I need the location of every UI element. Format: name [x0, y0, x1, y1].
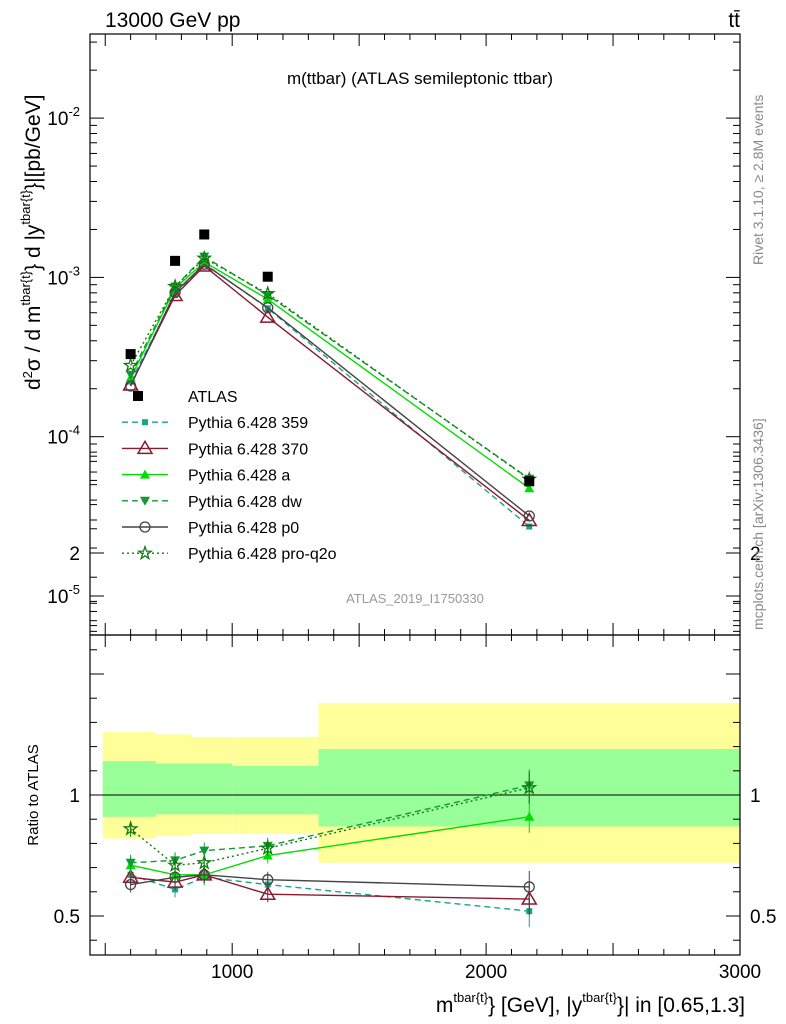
band-green	[191, 763, 233, 815]
band-green	[102, 761, 157, 817]
series-pythia-6-428-pro-q2o	[122, 249, 538, 487]
marker-star	[521, 779, 538, 795]
marker-star	[196, 249, 213, 266]
ratio-y-tick-label: 2	[69, 544, 80, 565]
y-tick-label: 10-2	[47, 104, 80, 130]
ratio-line	[130, 874, 530, 888]
series-pythia-6-428-370	[122, 257, 538, 527]
legend-label: Pythia 6.428 a	[188, 468, 290, 485]
marker-triangle-open	[259, 308, 277, 323]
marker-triangle-open	[136, 439, 154, 455]
ratio-series-pythia-6-428-p0	[124, 866, 535, 903]
series-pythia-6-428-p0	[124, 258, 535, 522]
marker-star	[259, 285, 276, 301]
mcplots-label: mcplots.cern.ch [arXiv:1306.3436]	[750, 418, 766, 630]
atlas-data-point	[199, 229, 210, 240]
x-tick-label: 1000	[211, 962, 253, 983]
marker-circle	[169, 286, 181, 299]
ratio-y-tick-label: 1	[69, 786, 80, 807]
legend-label-atlas: ATLAS	[188, 389, 238, 406]
marker-triangle	[524, 811, 535, 821]
legend-marker-atlas	[133, 391, 143, 401]
ratio-y-tick-label-right: 1	[750, 786, 761, 807]
header-right: tt̄	[728, 9, 740, 32]
marker-triangle-open	[122, 376, 139, 391]
series-line	[129, 263, 530, 517]
marker-star	[196, 854, 213, 870]
x-tick-label: 3000	[719, 962, 761, 983]
ratio-y-tick-label-right: 2	[750, 544, 761, 565]
header-left: 13000 GeV pp	[105, 9, 240, 32]
marker-triangle-open	[520, 890, 538, 905]
x-tick-label: 2000	[465, 962, 507, 983]
marker-triangle-down	[140, 496, 150, 506]
ratio-ylabel: Ratio to ATLAS	[25, 744, 42, 845]
x-axis-label: mtbar{t}} [GeV], |ytbar{t}}| in [0.65,1.…	[436, 990, 745, 1017]
band-green	[156, 763, 192, 815]
marker-circle	[198, 258, 210, 270]
y-tick-label: 10-4	[47, 423, 80, 449]
marker-star	[136, 544, 154, 561]
axis-ticks: 1000 2000 3000 10-5 10-4 10-3 10-2 0.5 0.5 1 1 2 2	[47, 34, 776, 983]
marker-triangle	[524, 483, 535, 493]
marker-circle	[139, 521, 151, 533]
ratio-y-tick-label-right: 0.5	[750, 907, 776, 928]
series-line	[130, 257, 530, 480]
marker-circle	[262, 302, 274, 314]
legend-label: Pythia 6.428 pro-q2o	[188, 546, 337, 563]
main-frame	[89, 33, 741, 636]
uncertainty-bands	[90, 703, 740, 863]
watermark: ATLAS_2019_I1750330	[346, 591, 484, 606]
legend: ATLAS Pythia 6.428 359 Pythia 6.428 370 Pyt…	[122, 389, 337, 563]
marker-triangle-down	[199, 846, 210, 856]
marker-triangle-down	[125, 858, 136, 868]
chart-title: m(ttbar) (ATLAS semileptonic ttbar)	[287, 69, 553, 88]
rivet-label: Rivet 3.1.10, ≥ 2.8M events	[750, 95, 766, 265]
atlas-data-point	[170, 255, 181, 266]
main-ylabel: d2σ / d mtbar{t}} d |ytbar{t}}|[pb/GeV]	[18, 95, 45, 391]
mc-curves	[122, 229, 538, 928]
atlas-data-point	[524, 476, 535, 487]
marker-square	[142, 419, 148, 426]
marker-circle	[523, 510, 535, 522]
atlas-data-point	[262, 271, 273, 282]
marker-square	[526, 523, 533, 530]
marker-circle	[262, 874, 274, 886]
marker-triangle-open	[259, 885, 277, 900]
ratio-series-pythia-6-428-pro-q2o	[122, 771, 538, 874]
series-pythia-6-428-a	[125, 256, 535, 493]
marker-circle	[523, 881, 535, 893]
marker-triangle-down	[125, 370, 136, 380]
marker-circle	[124, 380, 137, 392]
svg-text:d2σ / d mtbar{t}} d |ytbar{t}}: d2σ / d mtbar{t}} d |ytbar{t}}|[pb/GeV]	[18, 95, 45, 391]
ratio-line	[130, 874, 530, 900]
series-pythia-6-428-dw	[125, 252, 535, 484]
legend-label: Pythia 6.428 dw	[188, 494, 302, 511]
marker-star	[122, 820, 139, 836]
marker-triangle	[140, 469, 150, 479]
y-tick-label: 10-5	[47, 582, 80, 608]
marker-star	[259, 839, 276, 856]
y-tick-label: 10-3	[47, 263, 80, 289]
marker-star	[167, 278, 184, 294]
atlas-data-point	[125, 349, 136, 360]
band-green	[232, 765, 319, 815]
legend-label: Pythia 6.428 370	[188, 441, 308, 458]
ratio-y-tick-label: 0.5	[54, 907, 80, 928]
ratio-line	[130, 874, 530, 912]
marker-star	[122, 357, 139, 373]
legend-label: Pythia 6.428 359	[188, 415, 308, 432]
marker-circle	[124, 878, 137, 891]
legend-label: Pythia 6.428 p0	[188, 520, 299, 537]
svg-text:mtbar{t}} [GeV], |ytbar{t}}| i: mtbar{t}} [GeV], |ytbar{t}}| in [0.65,1.…	[436, 990, 745, 1017]
marker-triangle-down	[199, 252, 210, 262]
marker-star	[167, 856, 184, 873]
